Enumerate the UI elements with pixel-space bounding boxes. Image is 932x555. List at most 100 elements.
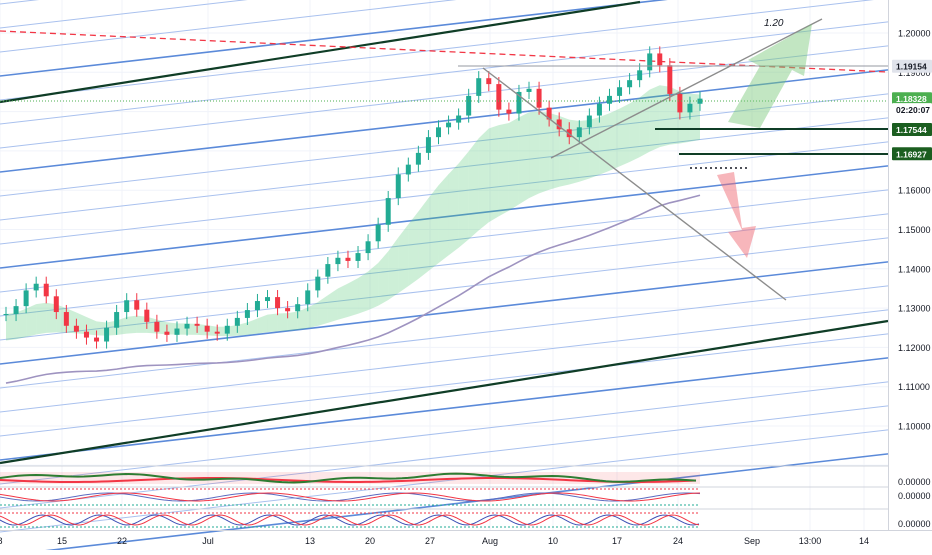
x-tick-label: 13	[305, 536, 315, 546]
ribbon-segment	[459, 151, 469, 247]
ribbon-segment	[449, 164, 459, 256]
candle-body	[647, 53, 652, 70]
ribbon-segment	[499, 123, 509, 216]
candle-body	[14, 306, 19, 314]
candle-body	[64, 312, 69, 326]
y-tick-label: 1.15000	[898, 225, 931, 235]
candle-body	[54, 296, 59, 312]
ribbon-segment	[539, 111, 549, 193]
resistance-price-label: 1.19154	[896, 62, 927, 72]
candle-body	[496, 84, 501, 110]
y-tick-label: 1.10000	[898, 422, 931, 432]
candle-body	[527, 89, 532, 92]
pane-tick-label: 0.00000	[898, 519, 931, 529]
candle-body	[436, 127, 441, 137]
ribbon-segment	[519, 112, 529, 204]
candle-body	[376, 225, 381, 242]
support-price-label: 1.17544	[896, 125, 927, 135]
candle-body	[456, 116, 461, 123]
ribbon-segment	[36, 303, 46, 335]
candle-body	[537, 89, 542, 108]
ribbon-segment	[620, 103, 630, 166]
y-tick-label: 1.13000	[898, 304, 931, 314]
ribbon-segment	[438, 174, 448, 263]
y-tick-label: 1.16000	[898, 186, 931, 196]
candle-body	[235, 318, 240, 326]
x-tick-label: 14	[859, 536, 869, 546]
candle-body	[154, 322, 159, 332]
candle-body	[255, 301, 260, 310]
ribbon-segment	[660, 85, 670, 147]
ribbon-segment	[278, 313, 288, 331]
candle-body	[637, 70, 642, 80]
x-tick-label: 8	[0, 536, 3, 546]
ribbon-segment	[640, 90, 650, 158]
candle-body	[426, 137, 431, 153]
x-tick-label: 17	[612, 536, 622, 546]
ribbon-segment	[268, 313, 278, 332]
y-tick-label: 1.20000	[898, 29, 931, 39]
ribbon-segment	[489, 125, 499, 222]
support-price-label: 1.16927	[896, 149, 927, 159]
ribbon-segment	[6, 313, 16, 341]
ribbon-segment	[26, 304, 36, 337]
pane-tick-label: 0.00000	[898, 477, 931, 487]
candle-body	[195, 324, 200, 326]
ribbon-segment	[509, 117, 519, 210]
candle-body	[577, 127, 582, 137]
candle-body	[44, 284, 49, 297]
candle-body	[416, 153, 421, 165]
candle-body	[94, 338, 99, 342]
candle-body	[285, 308, 290, 311]
candle-body	[4, 314, 9, 315]
y-tick-label: 1.12000	[898, 343, 931, 353]
ribbon-segment	[609, 109, 619, 171]
candle-body	[174, 329, 179, 335]
pane-tick-label: 0.00000	[898, 491, 931, 501]
candle-body	[466, 96, 471, 116]
x-tick-label: Aug	[482, 536, 498, 546]
candle-body	[225, 326, 230, 334]
candle-body	[295, 304, 300, 311]
candle-body	[74, 326, 79, 332]
candle-body	[446, 123, 451, 128]
x-tick-label: Sep	[744, 536, 760, 546]
x-tick-label: 27	[425, 536, 435, 546]
candle-body	[396, 174, 401, 198]
candle-body	[506, 110, 511, 114]
ribbon-segment	[348, 278, 358, 317]
candle-body	[185, 324, 190, 329]
price-axis: 1.200001.190001.180001.170001.160001.150…	[889, 0, 932, 530]
ribbon-segment	[599, 113, 609, 174]
candle-body	[124, 300, 129, 312]
candle-body	[486, 78, 491, 84]
ribbon-segment	[358, 271, 368, 313]
candle-body	[476, 78, 481, 96]
candle-body	[406, 165, 411, 175]
candle-body	[245, 310, 250, 318]
candle-body	[366, 241, 371, 253]
candle-body	[134, 300, 139, 309]
ribbon-segment	[127, 316, 137, 334]
candle-body	[265, 297, 270, 301]
x-tick-label: 10	[548, 536, 558, 546]
candle-body	[325, 264, 330, 277]
y-tick-label: 1.14000	[898, 264, 931, 274]
target-annotation: 1.20	[764, 18, 784, 29]
ribbon-segment	[408, 212, 418, 287]
candle-body	[386, 198, 391, 225]
candle-body	[114, 312, 119, 328]
candle-body	[677, 94, 682, 112]
candle-body	[657, 53, 662, 65]
ribbon-segment	[418, 198, 428, 279]
last-price-label: 1.18328	[896, 94, 927, 104]
x-tick-label: 22	[117, 536, 127, 546]
x-tick-label: Jul	[202, 536, 214, 546]
x-tick-label: 24	[673, 536, 683, 546]
candle-body	[84, 332, 89, 338]
ribbon-segment	[288, 311, 298, 330]
candle-body	[687, 104, 692, 113]
candle-body	[305, 290, 310, 304]
ribbon-segment	[630, 98, 640, 162]
